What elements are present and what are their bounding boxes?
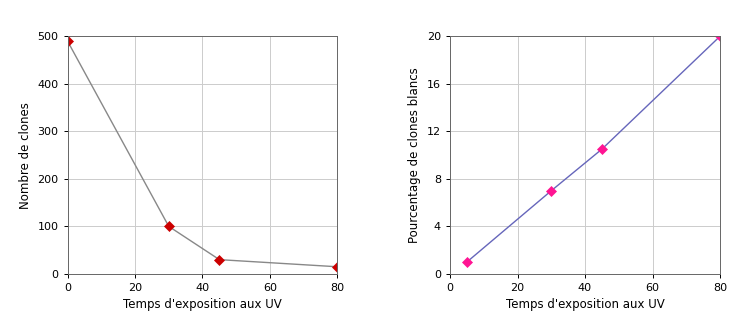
Y-axis label: Pourcentage de clones blancs: Pourcentage de clones blancs [408,67,422,243]
X-axis label: Temps d'exposition aux UV: Temps d'exposition aux UV [506,298,664,312]
X-axis label: Temps d'exposition aux UV: Temps d'exposition aux UV [123,298,282,312]
Y-axis label: Nombre de clones: Nombre de clones [19,102,32,209]
